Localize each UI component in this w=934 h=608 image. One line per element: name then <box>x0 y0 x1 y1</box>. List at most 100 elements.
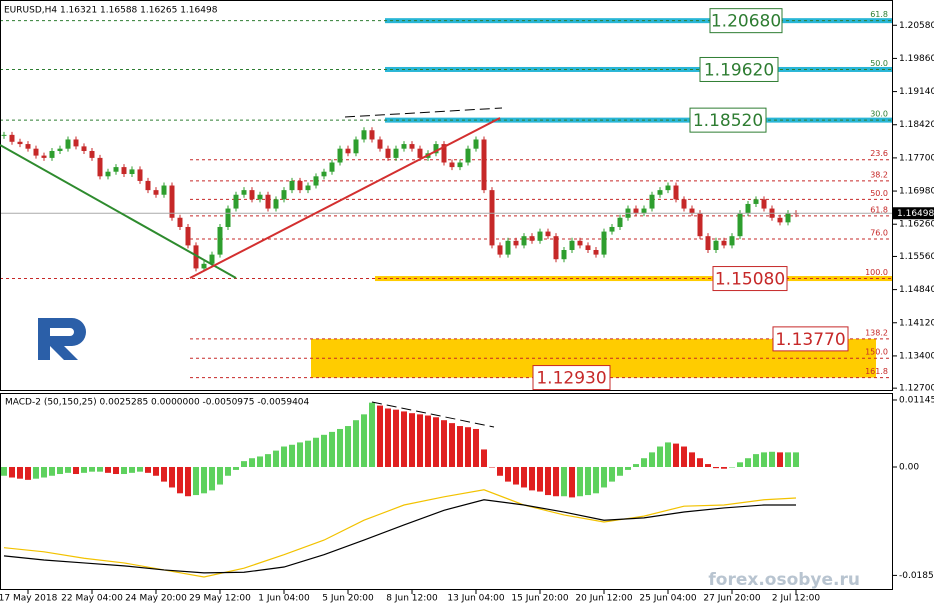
candle <box>409 144 415 149</box>
candle <box>417 148 423 158</box>
macd-bar <box>737 462 743 467</box>
macd-bar <box>569 466 575 498</box>
candle <box>305 185 311 191</box>
candle <box>105 171 111 177</box>
candle <box>169 185 175 218</box>
candle <box>721 240 727 246</box>
macd-bar <box>609 466 615 482</box>
candle <box>193 245 199 269</box>
candle <box>697 213 703 237</box>
y-tick-label: -0.018533 <box>899 571 934 581</box>
candle <box>537 231 543 241</box>
macd-bar <box>65 466 71 473</box>
y-tick-label: 0.011456 <box>899 395 934 405</box>
candle <box>265 194 271 209</box>
macd-bar <box>353 420 359 467</box>
level-label: 150.0 <box>865 348 888 357</box>
candle <box>585 245 591 250</box>
trend-line <box>0 144 237 279</box>
price-tag-box <box>709 8 783 34</box>
macd-bar <box>401 411 407 467</box>
candle <box>545 231 551 237</box>
level-label: 50.0 <box>870 59 888 68</box>
level-label: 100.0 <box>865 268 888 277</box>
candle <box>617 217 623 227</box>
macd-bar <box>601 466 607 488</box>
candle <box>257 194 263 200</box>
macd-bar <box>745 458 751 467</box>
candle <box>161 185 167 195</box>
macd-bar <box>617 466 623 476</box>
candle <box>145 180 151 191</box>
candle <box>321 171 327 177</box>
macd-bar <box>521 466 527 488</box>
candle <box>313 176 319 186</box>
macd-bar <box>1 466 7 476</box>
candle <box>281 190 287 200</box>
price-tag: 1.20680 <box>711 12 781 32</box>
candle <box>513 240 519 246</box>
price-tag-box <box>689 107 767 133</box>
macd-bar <box>273 450 279 467</box>
candle <box>249 190 255 200</box>
candle <box>353 139 359 154</box>
macd-bar <box>529 466 535 491</box>
candle <box>241 190 247 195</box>
candle <box>441 144 447 163</box>
macd-bar <box>497 466 503 476</box>
macd-bar <box>201 466 207 494</box>
macd-bar <box>137 466 143 472</box>
macd-bar <box>553 466 559 497</box>
candle <box>345 148 351 154</box>
candle <box>137 169 143 181</box>
macd-bar <box>625 466 631 470</box>
macd-bar <box>697 458 703 467</box>
macd-bar <box>233 466 239 470</box>
candle <box>753 199 759 204</box>
macd-bar <box>537 466 543 492</box>
macd-bar <box>185 466 191 497</box>
candle <box>529 236 535 241</box>
last-price-label: 1.16498 <box>897 209 934 219</box>
candle <box>113 167 119 172</box>
candle <box>481 139 487 191</box>
candle <box>681 199 687 209</box>
x-tick-label: 20 Jun 12:00 <box>575 594 632 604</box>
y-tick-label: 1.12700 <box>899 384 934 394</box>
x-tick-label: 17 May 2018 <box>0 594 58 604</box>
divergence-line <box>371 401 495 428</box>
macd-bar <box>465 427 471 467</box>
macd-bar <box>441 420 447 467</box>
macd-bar <box>265 454 271 467</box>
level-band <box>375 276 893 282</box>
y-tick-label: 1.13400 <box>899 351 934 361</box>
candle <box>41 155 47 158</box>
candle <box>505 240 511 255</box>
macd-bar <box>337 428 343 467</box>
macd-bar <box>705 464 711 467</box>
candle <box>569 240 575 250</box>
candle <box>369 130 375 140</box>
logo <box>38 318 86 360</box>
y-tick-label: 1.14840 <box>899 285 934 295</box>
candle <box>609 226 615 232</box>
macd-frame <box>0 393 893 590</box>
candle <box>473 139 479 149</box>
candle <box>25 144 31 149</box>
price-tag: 1.19620 <box>704 60 774 80</box>
price-tag: 1.15080 <box>715 270 785 290</box>
macd-bar <box>281 446 287 467</box>
candle <box>9 134 15 142</box>
level-label: 38.2 <box>870 170 888 179</box>
candle <box>121 167 127 175</box>
trend-line <box>189 117 501 279</box>
chart-header: EURUSD,H4 1.16321 1.16588 1.16265 1.1649… <box>4 6 218 16</box>
macd-bar <box>513 466 519 485</box>
macd-bar <box>121 466 127 475</box>
macd-bar <box>329 431 335 467</box>
macd-bar <box>657 446 663 467</box>
price-tag-box <box>532 365 611 391</box>
macd-bar <box>225 466 231 476</box>
candle <box>361 130 367 140</box>
